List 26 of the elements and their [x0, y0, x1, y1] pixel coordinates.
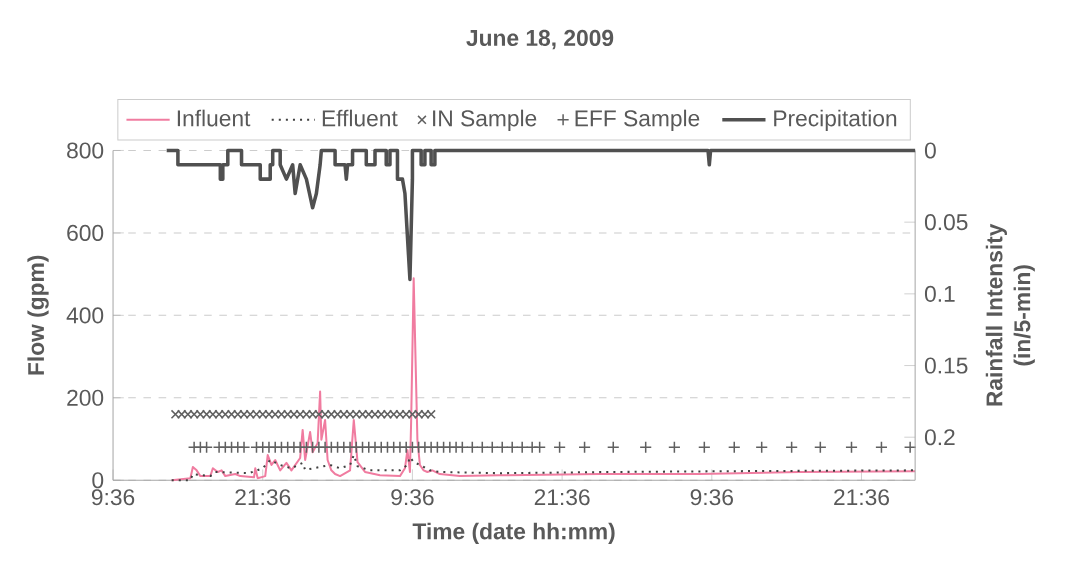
chart-title: June 18, 2009: [466, 29, 614, 50]
legend-label: EFF Sample: [575, 109, 700, 131]
legend-label: Influent: [177, 109, 251, 127]
y2-tick-label: 0.05: [924, 214, 968, 231]
x-axis-title: Time (date hh:mm): [412, 522, 615, 544]
x-tick-label: 9:36: [690, 489, 733, 506]
legend-label: IN Sample: [433, 109, 537, 131]
y2-tick-label: 0.15: [924, 357, 968, 374]
x-tick-label: 9:36: [91, 489, 135, 506]
y-axis-title: Flow (gpm): [27, 255, 49, 375]
y-tick-label: 200: [67, 389, 104, 406]
y-tick-label: 400: [66, 307, 104, 324]
legend-label: Precipitation: [774, 109, 897, 131]
x-tick-label: 21:36: [235, 489, 291, 506]
legend-label: Effluent: [322, 109, 398, 127]
y-tick-label: 600: [67, 224, 104, 241]
line-series: [164, 148, 917, 282]
x-tick-label: 21:36: [834, 489, 889, 506]
x-tick-label: 9:36: [391, 489, 434, 506]
y2-tick-label: 0.1: [924, 285, 955, 302]
y2-tick-label: 0.2: [924, 429, 955, 446]
y-tick-label: 0: [92, 472, 104, 489]
y-tick-label: 800: [67, 142, 104, 159]
y2-tick-label: 0: [924, 142, 936, 159]
y2-axis-title: Rainfall Intensity (in/5-min): [985, 223, 1035, 406]
x-tick-label: 21:36: [534, 489, 590, 506]
